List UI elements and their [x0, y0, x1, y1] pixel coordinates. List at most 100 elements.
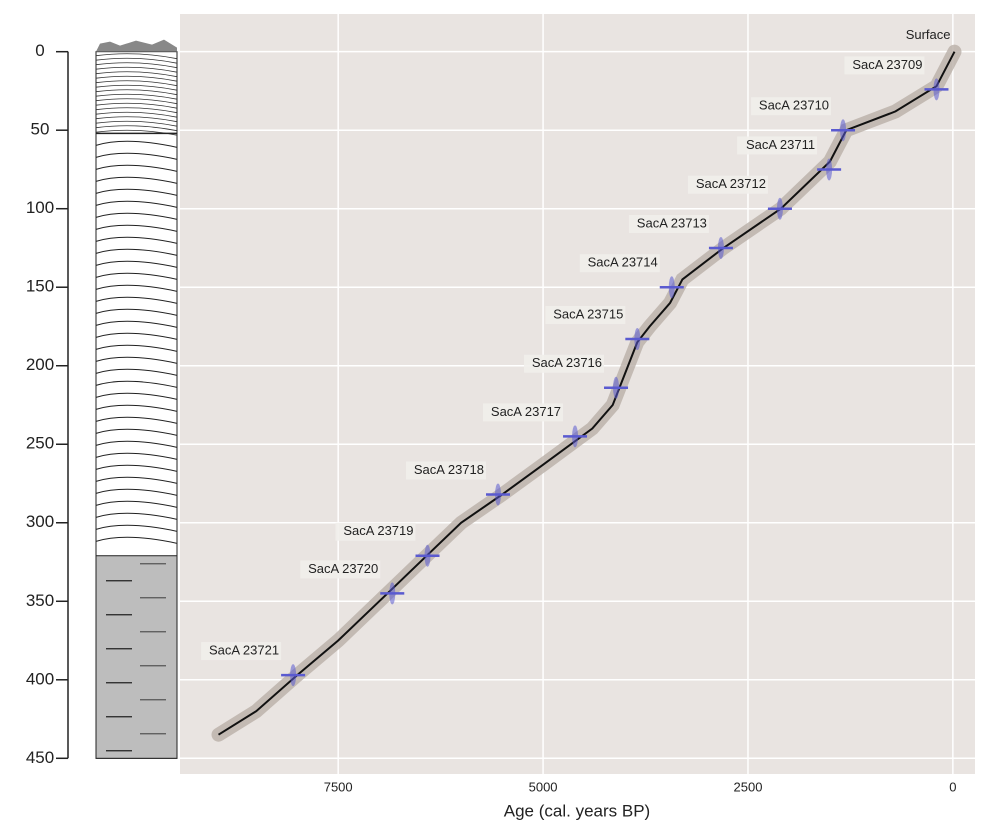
lamination — [95, 89, 178, 96]
x-tick-label: 0 — [949, 779, 956, 794]
bedding-line — [95, 260, 178, 268]
sample-label: SacA 23719 — [343, 523, 413, 538]
y-tick-label: 150 — [26, 277, 54, 296]
bedding-line — [95, 464, 178, 472]
sample-marker — [767, 197, 792, 220]
label-background — [628, 214, 709, 233]
label-background — [483, 403, 564, 422]
sample-label: SacA 23715 — [553, 306, 623, 321]
sample-label: SacA 23710 — [759, 98, 829, 113]
y-tick-label: 400 — [26, 669, 54, 688]
y-tick-label: 450 — [26, 748, 54, 767]
bedding-line — [95, 512, 178, 520]
bedding-line — [95, 356, 178, 364]
sample-marker — [380, 582, 405, 605]
lamination — [95, 75, 178, 82]
lamination — [95, 66, 178, 73]
x-axis-title: Age (cal. years BP) — [504, 801, 650, 820]
label-background — [524, 354, 605, 373]
sample-label: SacA 23717 — [491, 404, 561, 419]
y-tick-label: 0 — [35, 41, 44, 60]
label-background — [335, 522, 416, 541]
label-background — [687, 175, 768, 194]
y-tick-label: 300 — [26, 512, 54, 531]
bedding-line — [95, 428, 178, 436]
label-background — [545, 306, 626, 325]
bedding-line — [95, 524, 178, 532]
sample-marker — [708, 236, 733, 259]
y-tick-label: 350 — [26, 591, 54, 610]
sample-marker — [486, 483, 510, 506]
sample-marker — [281, 664, 306, 687]
sample-marker — [659, 276, 684, 299]
bedding-line — [95, 452, 178, 460]
bedding-line — [95, 500, 178, 508]
surface-label: Surface — [906, 27, 951, 42]
bedding-line — [95, 536, 178, 544]
bedding-line — [95, 140, 178, 148]
y-tick-label: 200 — [26, 355, 54, 374]
bedding-line — [95, 248, 178, 256]
bedding-line — [95, 284, 178, 292]
label-background — [579, 254, 660, 273]
sample-marker — [415, 544, 440, 567]
y-tick-label: 250 — [26, 434, 54, 453]
bedding-line — [95, 152, 178, 160]
sample-marker — [604, 376, 629, 399]
lamination — [95, 62, 178, 69]
x-tick-label: 7500 — [324, 779, 353, 794]
lamination — [95, 71, 178, 78]
sample-label: SacA 23711 — [746, 137, 815, 152]
bedding-line — [95, 272, 178, 280]
bedding-line — [95, 320, 178, 328]
y-tick-label: 100 — [26, 198, 54, 217]
sample-label: SacA 23720 — [308, 561, 378, 576]
bedding-line — [95, 224, 178, 232]
bedding-line — [95, 440, 178, 448]
sample-label: SacA 23712 — [696, 176, 766, 191]
bedding-line — [95, 212, 178, 220]
label-background — [751, 97, 832, 116]
sample-marker — [625, 328, 650, 351]
lamination — [95, 53, 178, 60]
lamination — [95, 80, 178, 87]
bedding-line — [95, 332, 178, 340]
bedding-line — [95, 416, 178, 424]
bedding-line — [95, 308, 178, 316]
bedding-line — [95, 188, 178, 196]
sample-label: SacA 23709 — [852, 57, 922, 72]
bedding-line — [95, 164, 178, 172]
sample-marker — [831, 119, 856, 142]
label-background — [201, 642, 282, 661]
x-tick-label: 5000 — [529, 779, 558, 794]
lamination — [95, 116, 178, 123]
age-depth-line — [217, 51, 956, 736]
label-background — [300, 560, 381, 579]
lamination — [95, 125, 178, 132]
sample-marker — [817, 158, 842, 181]
sample-marker — [563, 425, 588, 448]
x-tick-label: 2500 — [734, 779, 763, 794]
label-background — [737, 136, 818, 155]
lamination — [95, 111, 178, 118]
surface-vegetation — [96, 39, 177, 52]
bedding-line — [95, 176, 178, 184]
sample-marker — [924, 78, 949, 101]
bedding-line — [95, 368, 178, 376]
lamination — [95, 84, 178, 91]
lamination — [95, 102, 178, 109]
bedding-line — [95, 392, 178, 400]
lamination — [95, 98, 178, 105]
lamination — [95, 57, 178, 64]
bedding-line — [95, 344, 178, 352]
sample-label: SacA 23713 — [637, 215, 707, 230]
lamination — [95, 107, 178, 114]
bedding-line — [95, 296, 178, 304]
bedding-line — [95, 236, 178, 244]
lamination — [95, 93, 178, 100]
lamination — [95, 120, 178, 127]
sample-label: SacA 23714 — [588, 255, 658, 270]
sample-label: SacA 23721 — [209, 643, 279, 658]
bedding-line — [95, 404, 178, 412]
